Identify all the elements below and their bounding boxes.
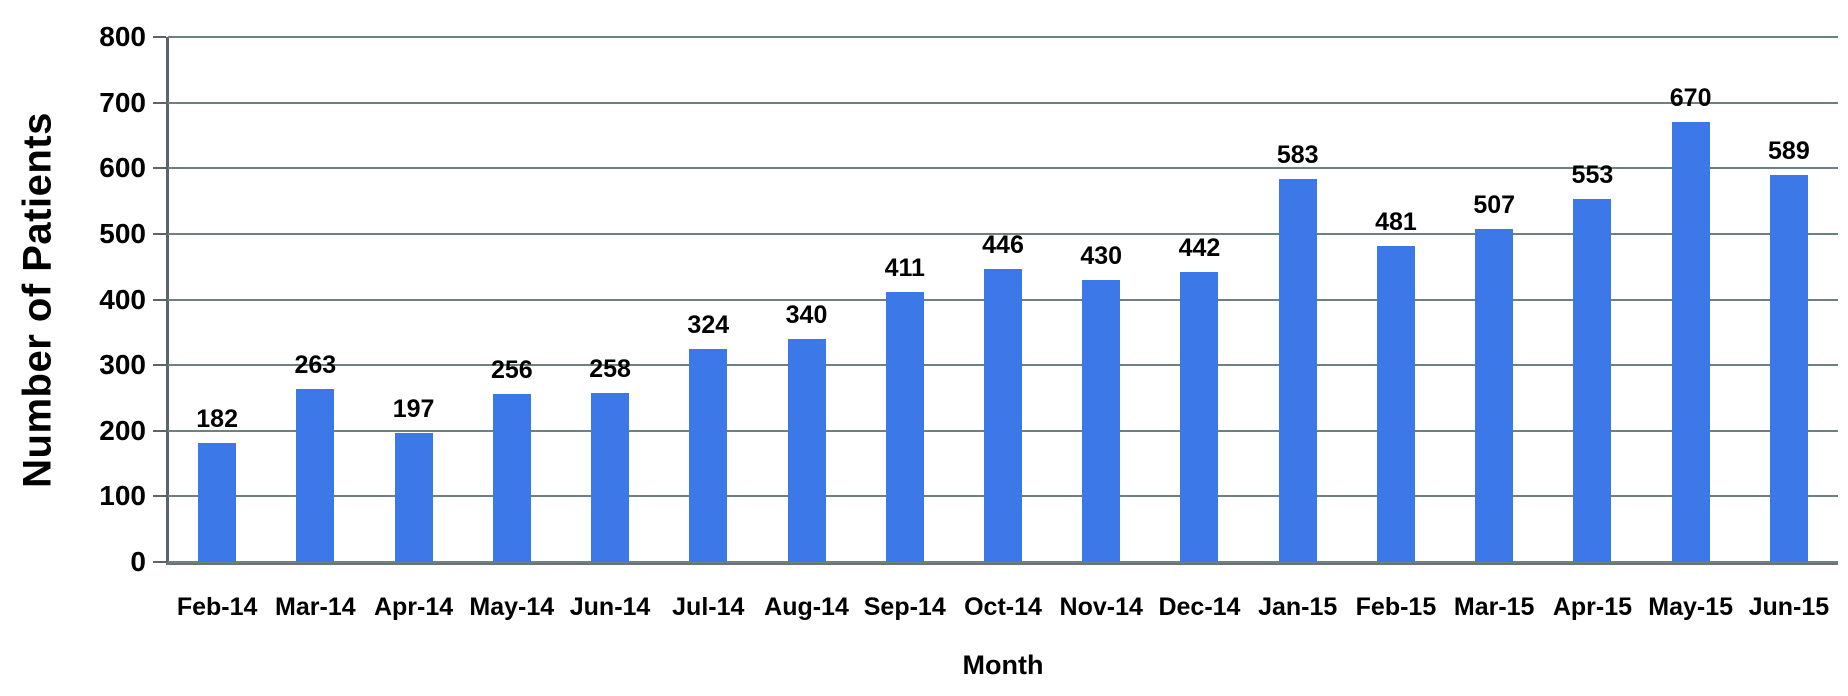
bar-apr-14	[394, 432, 433, 562]
x-tick-label-oct-14: Oct-14	[964, 593, 1042, 621]
x-tick-label-jun-15: Jun-15	[1748, 593, 1830, 621]
x-tick-label-jun-14: Jun-14	[569, 593, 651, 621]
bar-value-label-jan-15: 583	[1276, 141, 1319, 170]
bar-value-label-mar-14: 263	[294, 351, 337, 380]
x-tick-label-nov-14: Nov-14	[1059, 593, 1143, 621]
y-tick-label-100: 100	[99, 480, 146, 512]
x-tick-label-apr-14: Apr-14	[373, 593, 454, 621]
bar-value-label-feb-15: 481	[1375, 208, 1417, 237]
gridline-800	[168, 36, 1838, 38]
bar-apr-15	[1573, 199, 1612, 562]
x-tick-label-feb-14: Feb-14	[176, 593, 258, 621]
y-tick-label-0: 0	[130, 546, 146, 577]
x-tick-label-may-15: May-15	[1648, 593, 1734, 621]
y-tick-mark-400	[153, 298, 166, 301]
bar-value-label-may-14: 256	[490, 356, 533, 384]
x-tick-label-mar-15: Mar-15	[1453, 593, 1535, 621]
y-axis-line	[166, 37, 169, 564]
bar-value-label-nov-14: 430	[1080, 241, 1123, 270]
x-tick-label-feb-15: Feb-15	[1355, 593, 1437, 621]
bar-value-label-jun-15: 589	[1768, 137, 1810, 166]
bar-mar-15	[1475, 229, 1514, 562]
x-tick-label-mar-14: Mar-14	[275, 593, 356, 621]
bar-sep-14	[885, 292, 924, 562]
y-tick-mark-700	[153, 101, 166, 104]
bar-jan-15	[1278, 179, 1317, 562]
y-tick-label-800: 800	[99, 21, 146, 52]
bar-nov-14	[1082, 279, 1121, 562]
bar-jul-14	[689, 349, 728, 562]
y-tick-label-600: 600	[99, 152, 146, 184]
plot-area: 182 263 197 256 258 324 340 411 446 430 442 583 481 5…	[166, 36, 1838, 565]
y-tick-label-200: 200	[99, 414, 146, 446]
x-axis-title: Month	[962, 650, 1044, 680]
bar-value-label-dec-14: 442	[1178, 233, 1221, 262]
gridline-600	[168, 167, 1838, 170]
gridline-0	[168, 561, 1838, 563]
bar-jun-14	[591, 392, 630, 562]
x-tick-label-jul-14: Jul-14	[672, 593, 745, 621]
bar-may-14	[492, 394, 531, 562]
bar-value-label-may-15: 670	[1669, 84, 1712, 113]
y-tick-mark-0	[153, 561, 166, 563]
x-tick-label-aug-14: Aug-14	[764, 593, 849, 621]
y-tick-label-400: 400	[99, 283, 146, 315]
x-tick-label-dec-14: Dec-14	[1158, 593, 1241, 621]
bar-may-15	[1671, 122, 1710, 562]
bar-value-label-jun-14: 258	[589, 354, 631, 383]
x-tick-label-sep-14: Sep-14	[863, 593, 946, 621]
bar-feb-15	[1376, 246, 1415, 562]
x-tick-label-jan-15: Jan-15	[1258, 593, 1338, 621]
bar-mar-14	[296, 389, 335, 562]
y-tick-mark-600	[153, 167, 166, 170]
bar-aug-14	[787, 338, 826, 562]
x-tick-label-may-14: May-14	[469, 593, 555, 621]
bar-value-label-apr-15: 553	[1571, 161, 1614, 190]
bar-value-label-aug-14: 340	[785, 300, 828, 329]
y-tick-mark-800	[153, 36, 166, 38]
bar-oct-14	[984, 269, 1022, 562]
bar-dec-14	[1180, 271, 1219, 562]
bar-value-label-sep-14: 411	[884, 254, 925, 283]
y-tick-label-700: 700	[99, 86, 146, 118]
bar-value-label-apr-14: 197	[392, 394, 435, 423]
bar-value-label-oct-14: 446	[982, 231, 1024, 260]
bar-value-label-feb-14: 182	[196, 404, 238, 433]
y-axis-title: Number of Patients	[15, 112, 60, 488]
y-tick-mark-100	[153, 495, 166, 498]
x-tick-label-apr-15: Apr-15	[1552, 593, 1632, 621]
bar-jun-15	[1769, 175, 1808, 562]
y-tick-mark-200	[153, 429, 166, 432]
y-tick-label-500: 500	[99, 217, 146, 249]
bar-value-label-jul-14: 324	[687, 311, 730, 340]
gridline-500	[168, 232, 1838, 235]
bar-value-label-mar-15: 507	[1473, 191, 1516, 220]
bar-feb-14	[198, 442, 237, 562]
gridline-700	[168, 101, 1838, 104]
y-tick-mark-500	[153, 232, 166, 235]
x-axis-line	[166, 562, 1838, 565]
y-tick-mark-300	[153, 364, 166, 367]
y-tick-label-300: 300	[99, 349, 146, 381]
